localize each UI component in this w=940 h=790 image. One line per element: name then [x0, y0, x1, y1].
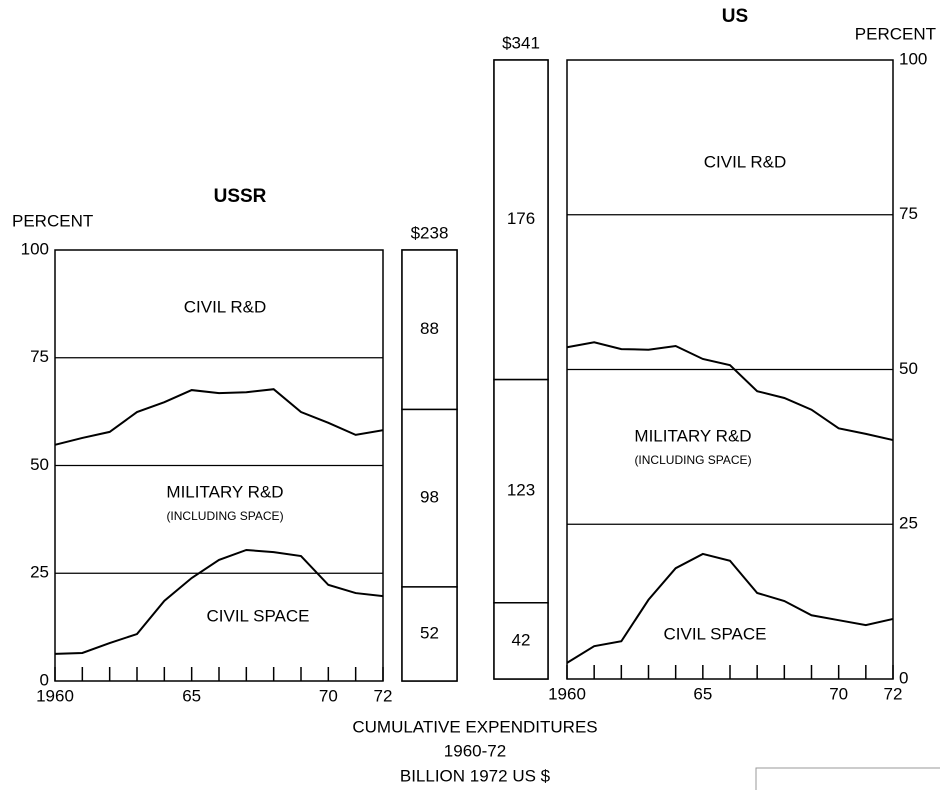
area-label: CIVIL R&D — [704, 152, 787, 171]
x-tick-label: 1960 — [548, 684, 586, 703]
bar-segment — [493, 602, 549, 680]
chart-title: USSR — [214, 186, 267, 207]
x-tick-label: 65 — [693, 684, 712, 703]
area-label: (INCLUDING SPACE) — [634, 453, 751, 467]
y-tick-label: 75 — [899, 204, 918, 223]
bar-value-label: 123 — [507, 481, 535, 500]
y-tick-label: 50 — [30, 455, 49, 474]
y-tick-label: 25 — [899, 514, 918, 533]
bar-segment — [401, 249, 458, 411]
x-tick-label: 1960 — [36, 686, 74, 705]
series-line — [566, 552, 894, 664]
y-tick-label: 0 — [899, 668, 908, 687]
x-tick-label: 72 — [374, 686, 393, 705]
x-tick-label: 70 — [319, 686, 338, 705]
y-tick-label: 100 — [899, 49, 927, 68]
bar-segment — [401, 408, 458, 588]
bar-value-label: 52 — [420, 623, 439, 642]
area-label: CIVIL SPACE — [207, 606, 310, 625]
bar-segment — [493, 378, 549, 604]
area-label: MILITARY R&D — [634, 426, 751, 445]
bar-total-label: $341 — [502, 33, 540, 52]
bar-segment — [493, 59, 549, 381]
bar-value-label: 98 — [420, 488, 439, 507]
series-line — [566, 341, 894, 442]
area-label: CIVIL R&D — [184, 297, 267, 316]
caption: 1960-72 — [444, 741, 506, 760]
x-tick-label: 72 — [884, 684, 903, 703]
bar-value-label: 176 — [507, 209, 535, 228]
y-tick-label: 100 — [21, 239, 49, 258]
chart-title: US — [722, 6, 748, 27]
y-tick-label: 25 — [30, 563, 49, 582]
series-line — [54, 548, 384, 655]
caption: CUMULATIVE EXPENDITURES — [352, 717, 597, 736]
y-axis-label: PERCENT — [855, 24, 936, 43]
corner-box — [755, 767, 940, 790]
area-label: MILITARY R&D — [166, 482, 283, 501]
caption: BILLION 1972 US $ — [400, 766, 551, 785]
series-line — [54, 388, 384, 446]
y-axis-label: PERCENT — [12, 211, 93, 230]
area-label: (INCLUDING SPACE) — [166, 509, 283, 523]
bar-total-label: $238 — [411, 223, 449, 242]
y-tick-label: 75 — [30, 347, 49, 366]
x-tick-label: 70 — [829, 684, 848, 703]
y-tick-label: 50 — [899, 359, 918, 378]
bar-value-label: 42 — [512, 630, 531, 649]
area-label: CIVIL SPACE — [664, 624, 767, 643]
y-tick-label: 0 — [40, 670, 49, 689]
bar-value-label: 88 — [420, 319, 439, 338]
x-tick-label: 65 — [182, 686, 201, 705]
